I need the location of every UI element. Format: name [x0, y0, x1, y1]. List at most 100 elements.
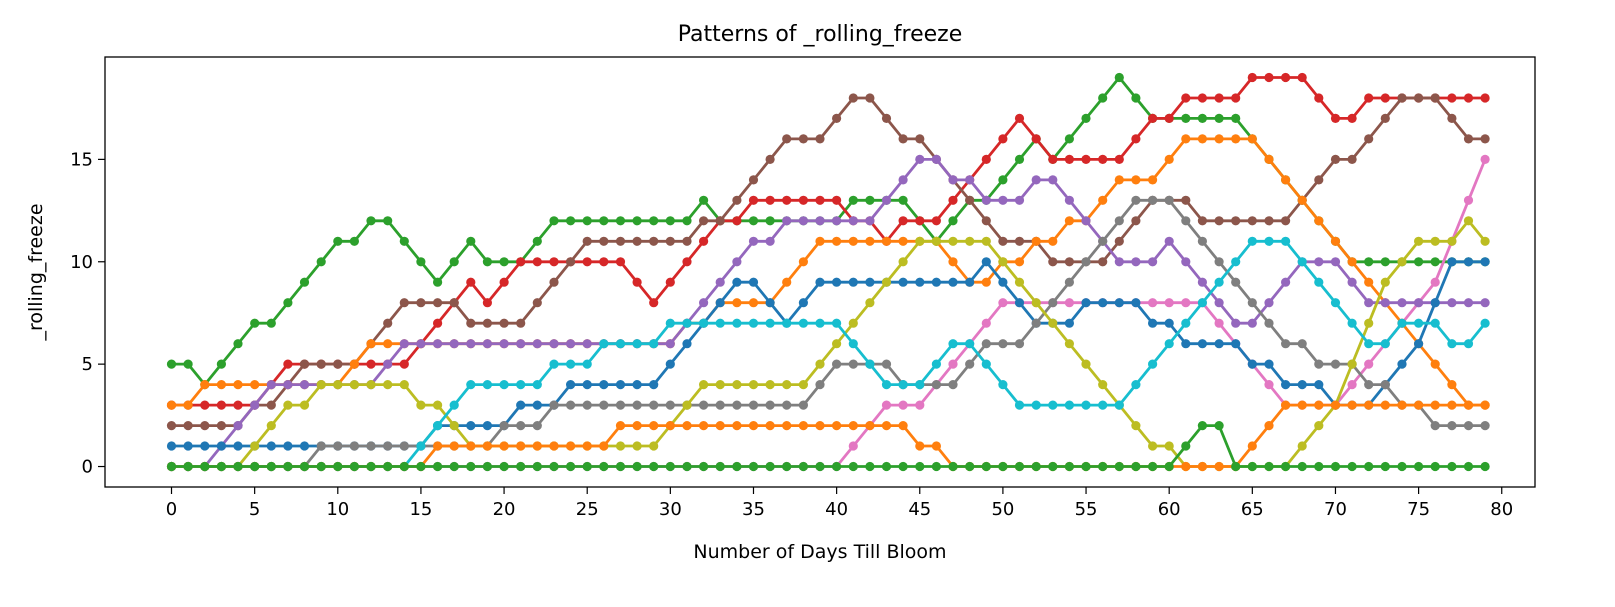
data-point — [832, 236, 842, 246]
data-point — [699, 380, 709, 390]
x-tick-label: 80 — [1490, 499, 1513, 520]
data-point — [466, 277, 476, 287]
data-point — [632, 236, 642, 246]
data-point — [1164, 461, 1174, 472]
data-point — [848, 441, 858, 451]
data-point — [1031, 298, 1041, 308]
data-point — [1463, 339, 1474, 349]
data-point — [1214, 339, 1224, 349]
data-point — [1247, 72, 1257, 83]
data-point — [482, 339, 492, 349]
data-point — [1231, 216, 1241, 226]
data-point — [1397, 359, 1407, 369]
data-point — [765, 421, 775, 431]
data-point — [1081, 216, 1091, 226]
data-point — [1131, 257, 1141, 267]
data-point — [865, 298, 875, 308]
data-point — [649, 441, 659, 451]
data-point — [1264, 72, 1274, 83]
data-point — [582, 339, 592, 349]
data-point — [1463, 461, 1474, 472]
data-point — [1031, 461, 1041, 472]
data-point — [1314, 380, 1324, 390]
data-point — [965, 277, 975, 287]
data-point — [998, 134, 1008, 144]
data-point — [865, 93, 875, 103]
data-point — [798, 461, 809, 472]
data-point — [399, 339, 409, 349]
data-point — [1330, 400, 1341, 410]
data-point — [682, 339, 692, 349]
data-point — [1480, 298, 1490, 308]
data-point — [748, 277, 759, 287]
data-point — [250, 380, 260, 390]
data-point — [782, 318, 792, 328]
data-point — [433, 318, 443, 328]
data-point — [965, 236, 975, 246]
data-point — [649, 216, 659, 226]
data-point — [1430, 257, 1440, 267]
data-point — [1430, 93, 1440, 103]
data-point — [349, 461, 359, 472]
data-point — [1380, 339, 1390, 349]
x-tick-label: 5 — [249, 499, 260, 520]
data-point — [1314, 359, 1324, 369]
data-point — [283, 298, 293, 308]
data-point — [1197, 461, 1207, 472]
data-point — [815, 195, 825, 205]
data-point — [1447, 421, 1457, 431]
data-point — [1414, 257, 1424, 267]
data-point — [366, 216, 376, 226]
data-point — [449, 298, 459, 308]
data-point — [848, 421, 858, 431]
data-point — [915, 380, 925, 390]
data-point — [233, 380, 243, 390]
data-point — [1397, 461, 1407, 472]
data-point — [1181, 461, 1191, 472]
data-point — [898, 236, 908, 246]
data-point — [665, 216, 675, 226]
data-point — [499, 257, 509, 267]
data-point — [482, 441, 492, 451]
data-point — [632, 339, 642, 349]
data-point — [715, 216, 725, 226]
series-s8 — [166, 195, 1490, 472]
data-point — [931, 441, 942, 451]
data-point — [166, 461, 177, 472]
data-point — [1480, 93, 1490, 103]
data-point — [682, 318, 692, 328]
series-line — [171, 403, 1486, 468]
data-point — [981, 277, 991, 287]
data-point — [1297, 257, 1307, 267]
data-point — [715, 400, 725, 410]
data-point — [832, 461, 842, 472]
data-point — [299, 277, 310, 287]
x-axis: 0 5 10 15 20 25 30 35 40 45 50 55 60 65 70 75 80 — [166, 487, 1513, 520]
data-point — [948, 175, 958, 185]
data-point — [715, 380, 725, 390]
data-point — [1014, 461, 1025, 472]
data-point — [383, 380, 393, 390]
data-point — [898, 461, 908, 472]
data-point — [233, 421, 243, 431]
data-point — [399, 461, 409, 472]
data-point — [582, 236, 592, 246]
data-point — [516, 441, 526, 451]
data-point — [1031, 134, 1041, 144]
x-tick-label: 20 — [493, 499, 516, 520]
data-point — [1347, 277, 1357, 287]
data-point — [1247, 318, 1257, 328]
data-point — [582, 216, 592, 226]
x-tick-label: 70 — [1324, 499, 1347, 520]
data-point — [948, 216, 958, 226]
data-point — [1347, 400, 1357, 410]
data-point — [1131, 195, 1141, 205]
data-point — [998, 339, 1008, 349]
data-point — [499, 318, 509, 328]
data-point — [1114, 175, 1124, 185]
data-point — [1081, 400, 1091, 410]
data-point — [682, 236, 692, 246]
data-point — [665, 461, 675, 472]
data-point — [183, 359, 193, 369]
